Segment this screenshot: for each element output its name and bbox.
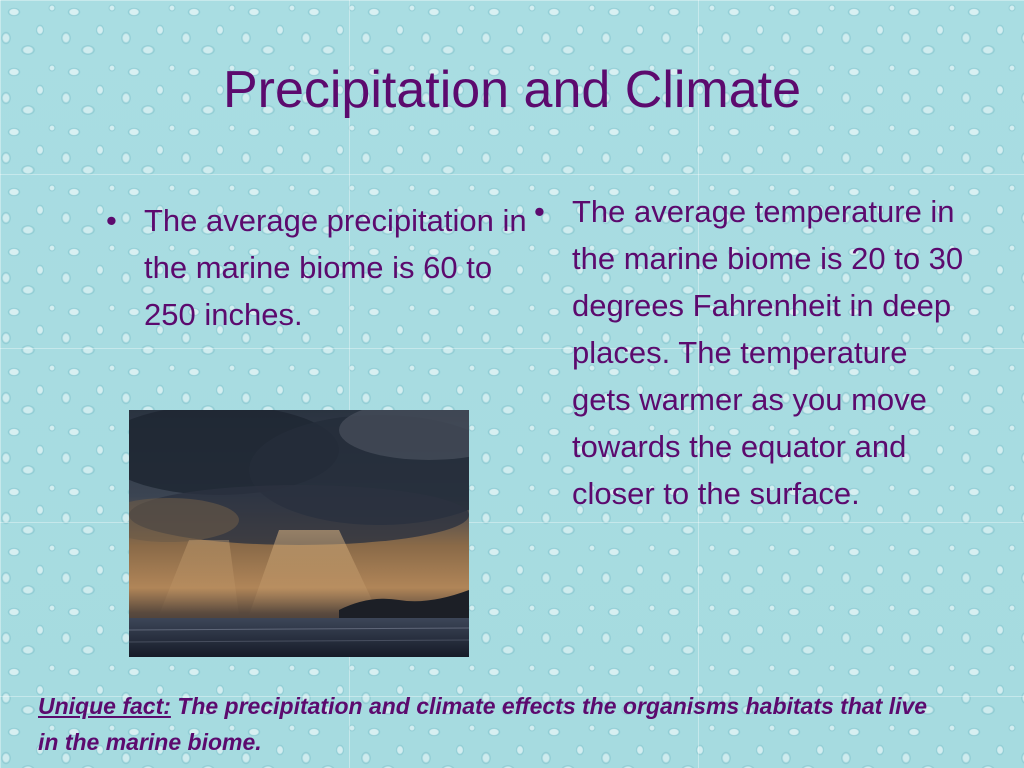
unique-fact-label: Unique fact: (38, 693, 171, 719)
right-bullet-text: The average temperature in the marine bi… (572, 194, 964, 511)
slide-title: Precipitation and Climate (222, 61, 802, 119)
left-bullet-column: • The average precipitation in the marin… (98, 197, 528, 338)
left-bullet-text: The average precipitation in the marine … (144, 203, 527, 332)
bullet-icon: • (106, 203, 117, 238)
storm-over-sea-photo (129, 410, 469, 657)
left-bullet: • The average precipitation in the marin… (98, 197, 528, 338)
storm-over-sea-image (129, 410, 469, 657)
unique-fact-text: The precipitation and climate effects th… (38, 693, 928, 755)
right-bullet: • The average temperature in the marine … (526, 188, 966, 517)
unique-fact-footer: Unique fact: The precipitation and clima… (38, 688, 938, 760)
right-bullet-column: • The average temperature in the marine … (526, 188, 966, 517)
bullet-icon: • (534, 194, 545, 229)
